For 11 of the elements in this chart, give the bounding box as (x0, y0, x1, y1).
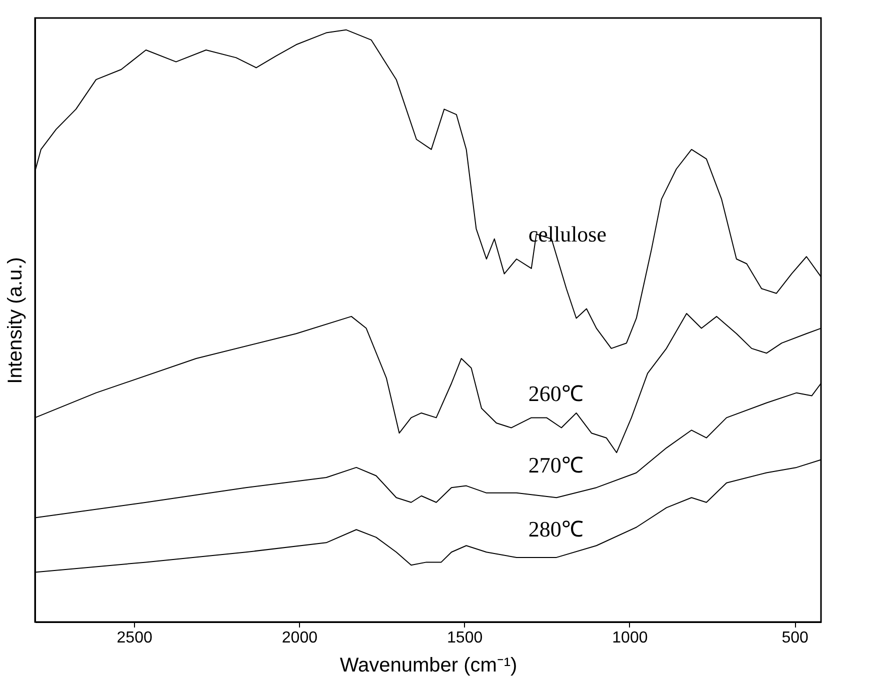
series-label: 280℃ (528, 516, 584, 542)
y-axis-title: Intensity (a.u.) (4, 257, 26, 384)
x-tick-label: 2500 (116, 630, 152, 646)
x-tick-label: 500 (782, 630, 809, 646)
series-label: 270℃ (528, 452, 584, 478)
x-tick-label: 1500 (447, 630, 483, 646)
x-axis-title: Wavenumber (cm⁻¹) (340, 654, 518, 676)
x-tick-label: 2000 (282, 630, 318, 646)
series-label: cellulose (528, 222, 607, 247)
series-label: 260℃ (528, 381, 584, 406)
x-tick-label: 1000 (612, 630, 648, 646)
